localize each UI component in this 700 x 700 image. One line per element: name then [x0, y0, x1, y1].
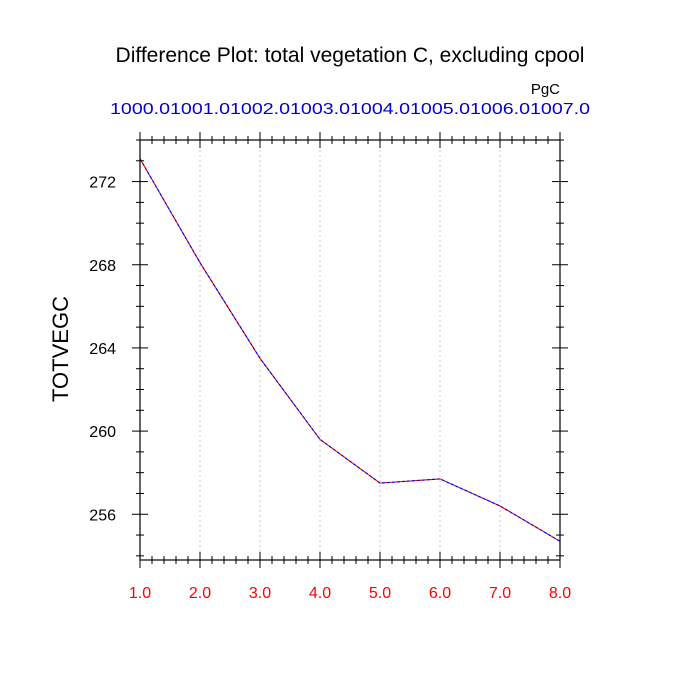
units-label: PgC: [531, 81, 560, 98]
grid-lines: [199, 140, 501, 560]
top-tick-label: 1007.0: [530, 101, 590, 118]
x-tick-label: 4.0: [309, 585, 331, 602]
x-tick-label: 5.0: [369, 585, 391, 602]
y-axis-label: TOTVEGC: [48, 296, 73, 402]
axis-ticks: [132, 132, 568, 568]
top-tick-label: 1003.0: [290, 101, 350, 118]
plot-frame: [139, 139, 561, 561]
y-tick-label: 272: [89, 175, 116, 192]
top-tick-label: 1004.0: [350, 101, 410, 118]
data-series: [139, 158, 561, 542]
x-tick-label: 7.0: [489, 585, 511, 602]
x-tick-label: 6.0: [429, 585, 451, 602]
tick-labels: 256 260 264 268 272 1.0 2.0 3.0 4.0 5.0 6.0 7.0 8.0 1…: [89, 101, 590, 602]
series-line: [139, 158, 561, 542]
x-tick-label: 2.0: [189, 585, 211, 602]
y-tick-label: 256: [89, 507, 116, 524]
top-tick-label: 1002.0: [230, 101, 290, 118]
series-line-overlay: [139, 158, 561, 542]
top-tick-label: 1001.0: [170, 101, 230, 118]
x-tick-label: 8.0: [549, 585, 571, 602]
y-tick-label: 264: [89, 341, 116, 358]
x-tick-label: 3.0: [249, 585, 271, 602]
top-tick-label: 1006.0: [470, 101, 530, 118]
y-tick-label: 268: [89, 258, 116, 275]
chart-title: Difference Plot: total vegetation C, exc…: [116, 44, 585, 67]
top-tick-label: 1000.0: [110, 101, 170, 118]
x-tick-label: 1.0: [129, 585, 151, 602]
top-tick-label: 1005.0: [410, 101, 470, 118]
y-tick-label: 260: [89, 424, 116, 441]
